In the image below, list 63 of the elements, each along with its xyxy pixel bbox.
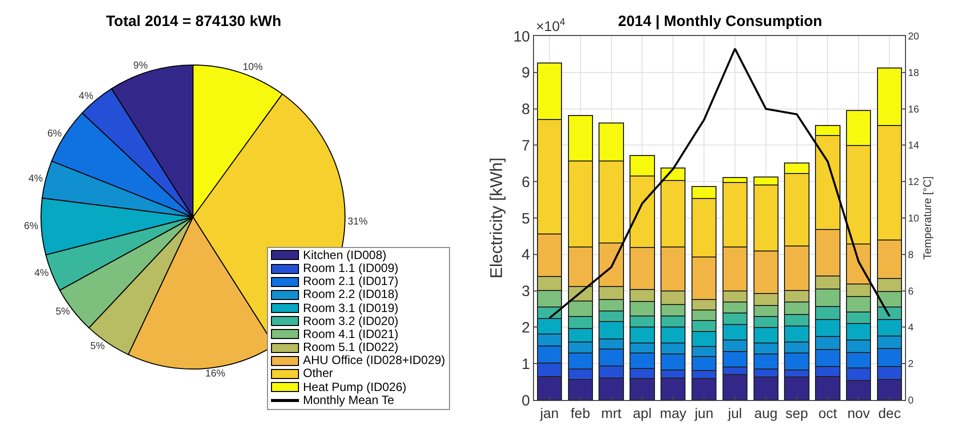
y2-tick-label: 18 xyxy=(908,68,920,79)
y2-tick-label: 8 xyxy=(908,250,914,261)
data-label: 6% xyxy=(47,128,62,140)
y-tick-label: 4 xyxy=(522,246,530,264)
x-tick-label: sep xyxy=(786,404,808,421)
data-label: 16% xyxy=(205,368,226,380)
data-label: 5% xyxy=(56,306,70,318)
legend-label: Heat Pump (ID026) xyxy=(303,380,406,394)
y-tick-label: 8 xyxy=(522,101,530,118)
x-tick-label: mrt xyxy=(601,404,622,421)
data-label: 31% xyxy=(348,216,368,228)
legend-label: Room 3.1 (ID019) xyxy=(303,300,398,315)
y2-tick-label: 12 xyxy=(908,177,920,188)
x-tick-label: may xyxy=(660,404,686,421)
legend-label: Other xyxy=(303,366,334,381)
y2-tick-label: 14 xyxy=(908,140,920,152)
data-label: 10% xyxy=(242,62,263,73)
text: ×10$^{4}$ xyxy=(536,17,566,34)
y2-tick-label: 4 xyxy=(908,322,914,334)
legend-label: Room 5.1 (ID022) xyxy=(303,340,398,354)
data-label: 9% xyxy=(133,60,148,72)
legend-label: Room 2.1 (ID017) xyxy=(303,274,398,288)
x-tick-label: oct xyxy=(818,404,838,421)
y-tick-label: 0 xyxy=(522,392,530,410)
y2-tick-label: 16 xyxy=(908,104,920,116)
y-tick-label: 3 xyxy=(522,283,530,300)
y2-tick-label: 20 xyxy=(908,32,920,42)
y2-tick-label: 0 xyxy=(908,396,914,406)
data-label: 6% xyxy=(24,221,39,232)
x-tick-label: feb xyxy=(570,404,590,421)
x-tick-label: nov xyxy=(847,404,870,421)
x-tick-label: jul xyxy=(726,404,742,421)
y-tick-label: 9 xyxy=(522,64,530,82)
legend-label: Kitchen (ID008) xyxy=(303,248,386,262)
y-tick-label: 2 xyxy=(522,319,530,336)
y2-tick-label: 10 xyxy=(908,214,920,224)
legend-label: Room 1.1 (ID009) xyxy=(303,260,398,276)
x-tick-label: apl xyxy=(632,404,652,421)
y2-tick-label: 6 xyxy=(908,286,914,298)
y-tick-label: 7 xyxy=(522,137,530,154)
x-tick-label: dec xyxy=(878,404,901,421)
y-axis-title: Electricity [kWh] xyxy=(486,158,506,278)
x-tick-label: aug xyxy=(754,404,778,421)
legend-label: Room 3.2 (ID020) xyxy=(303,314,398,328)
y-tick-label: 6 xyxy=(522,174,530,191)
data-label: 4% xyxy=(28,173,44,184)
data-label: 4% xyxy=(34,268,49,280)
chart-title: Total 2014 = 874130 kWh xyxy=(106,13,282,30)
y-tick-label: 5 xyxy=(522,210,530,228)
x-tick-label: jun xyxy=(694,404,714,421)
chart-title: 2014 | Monthly Consumption xyxy=(618,13,822,30)
legend-label: AHU Office (ID028+ID029) xyxy=(303,353,446,368)
line-series xyxy=(548,48,891,320)
y-tick-label: 10 xyxy=(513,28,530,46)
data-label: 5% xyxy=(90,340,105,352)
y2-tick-label: 2 xyxy=(908,359,914,370)
y-tick-label: 1 xyxy=(522,356,530,373)
legend-label: Monthly Mean Te xyxy=(303,392,394,408)
data-label: 4% xyxy=(78,91,94,102)
legend-label: Room 4.1 (ID021) xyxy=(303,326,398,342)
y2-axis-title: Temperature [°C] xyxy=(922,176,934,260)
x-tick-label: jan xyxy=(539,404,559,421)
legend-label: Room 2.2 (ID018) xyxy=(303,287,398,302)
